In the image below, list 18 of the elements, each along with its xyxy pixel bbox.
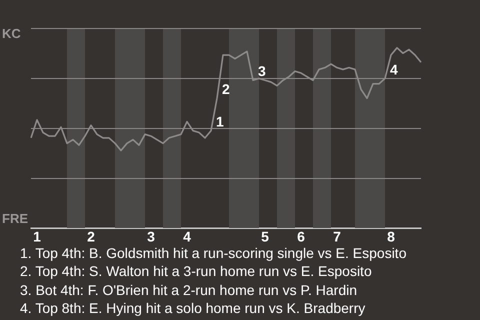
text: 2. Top 4th: S. Walton hit a 3-run home run vs E. Esposito bbox=[20, 262, 373, 281]
text: KC bbox=[2, 26, 21, 41]
x-tick-label: 3 bbox=[147, 228, 156, 244]
text: 3. Bot 4th: F. O'Brien hit a 2-run home run vs P. Hardin bbox=[20, 280, 358, 299]
x-tick-label: 4 bbox=[183, 228, 192, 244]
text: FRE bbox=[2, 211, 28, 226]
text: 1. Top 4th: B. Goldsmith hit a run-scoring single vs E. Esposito bbox=[20, 244, 406, 262]
text: 4. Top 8th: E. Hying hit a solo home run vs K. Bradberry bbox=[20, 298, 366, 318]
x-tick-label: 7 bbox=[333, 228, 342, 244]
x-tick-label: 5 bbox=[261, 228, 270, 244]
annotation: 1 bbox=[216, 114, 224, 130]
annotation: 2 bbox=[222, 81, 230, 98]
x-tick-label: 6 bbox=[297, 228, 306, 244]
annotation: 3 bbox=[258, 63, 266, 80]
annotation: 4 bbox=[390, 61, 398, 78]
x-tick-label: 2 bbox=[87, 228, 96, 244]
x-tick-label: 1 bbox=[33, 228, 42, 244]
x-tick-label: 8 bbox=[387, 228, 396, 244]
